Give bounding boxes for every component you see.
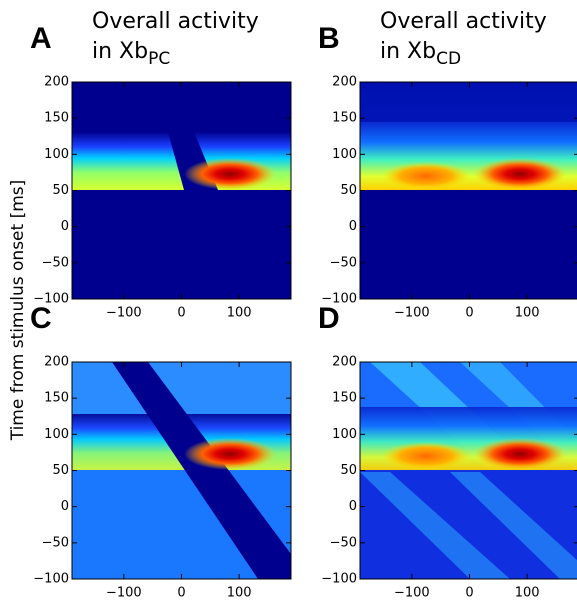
y-tick-label: 50 xyxy=(340,183,357,198)
panel-label: B xyxy=(318,22,340,55)
y-tick-label: 200 xyxy=(332,355,357,370)
y-tick-label: 100 xyxy=(44,147,69,162)
panel-label: C xyxy=(30,302,52,335)
y-tick-label: 0 xyxy=(61,499,69,514)
panel-title: in XbCD xyxy=(380,39,461,69)
y-tick-label: 100 xyxy=(44,427,69,442)
y-tick-label: 150 xyxy=(44,391,69,406)
panel-title-subscript: CD xyxy=(436,49,461,69)
heatmap xyxy=(72,82,291,299)
panel-title-line: in Xb xyxy=(92,39,148,64)
y-tick-label: 150 xyxy=(332,391,357,406)
x-tick-label: −100 xyxy=(106,586,142,601)
heatmap xyxy=(72,362,291,579)
y-tick-label: −50 xyxy=(42,255,69,270)
panel-title-line: Overall activity xyxy=(380,9,547,34)
x-tick-label: 0 xyxy=(177,586,185,601)
panel-title-line: in Xb xyxy=(380,39,436,64)
y-tick-label: −100 xyxy=(33,292,69,307)
y-tick-label: 50 xyxy=(52,463,69,478)
y-tick-label: 100 xyxy=(332,427,357,442)
y-tick-label: −50 xyxy=(42,535,69,550)
y-tick-label: −50 xyxy=(330,535,357,550)
x-tick-label: −100 xyxy=(106,306,142,321)
y-tick-label: −100 xyxy=(321,572,357,587)
panel-title-line: Overall activity xyxy=(92,9,259,34)
y-tick-label: −100 xyxy=(33,572,69,587)
y-tick-label: −100 xyxy=(321,292,357,307)
x-tick-label: 0 xyxy=(465,586,473,601)
x-tick-label: 100 xyxy=(515,586,540,601)
heatmap xyxy=(360,82,577,299)
panel-label: D xyxy=(318,302,340,335)
y-tick-label: −50 xyxy=(330,255,357,270)
panel-label: A xyxy=(30,22,52,55)
y-tick-label: 200 xyxy=(44,355,69,370)
y-tick-label: 200 xyxy=(332,75,357,90)
y-tick-label: 50 xyxy=(52,183,69,198)
x-tick-label: 0 xyxy=(177,306,185,321)
panel-title: Overall activity xyxy=(92,9,259,34)
panel-title: Overall activity xyxy=(380,9,547,34)
heatmap xyxy=(360,362,577,579)
y-axis-label: Time from stimulus onset [ms] xyxy=(8,180,28,442)
panel-title: in XbPC xyxy=(92,39,170,69)
y-tick-label: 200 xyxy=(44,75,69,90)
panel-title-subscript: PC xyxy=(148,49,170,69)
y-tick-label: 50 xyxy=(340,463,357,478)
x-tick-label: 0 xyxy=(465,306,473,321)
x-tick-label: 100 xyxy=(227,306,252,321)
x-tick-label: −100 xyxy=(394,306,430,321)
x-tick-label: −100 xyxy=(394,586,430,601)
y-tick-label: 0 xyxy=(349,499,357,514)
y-tick-label: 100 xyxy=(332,147,357,162)
y-tick-label: 0 xyxy=(61,219,69,234)
x-tick-label: 100 xyxy=(515,306,540,321)
y-tick-label: 0 xyxy=(349,219,357,234)
y-tick-label: 150 xyxy=(44,111,69,126)
x-tick-label: 100 xyxy=(227,586,252,601)
y-tick-label: 150 xyxy=(332,111,357,126)
